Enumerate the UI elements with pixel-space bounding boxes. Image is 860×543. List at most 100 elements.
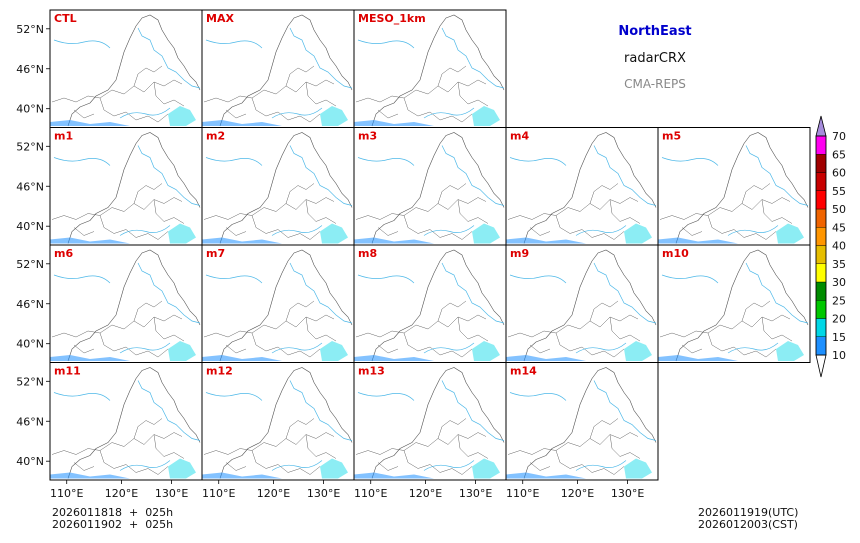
- valid-time-cst: 2026012003(CST): [698, 518, 798, 531]
- valid-time-utc: 2026011919(UTC): [698, 506, 799, 519]
- colorbar-level: 50: [832, 203, 846, 216]
- lat-tick-label: 40°N: [16, 103, 44, 116]
- lon-tick-label: 130°E: [611, 487, 644, 500]
- colorbar-level: 20: [832, 313, 846, 326]
- echo-area: [168, 106, 196, 126]
- colorbar-level: 55: [832, 185, 846, 198]
- province-border: [659, 183, 793, 240]
- map-panel-m7: m7: [201, 244, 355, 363]
- river-lines: [357, 262, 505, 354]
- echo-area: [168, 341, 196, 361]
- colorbar-level: 10: [832, 349, 846, 362]
- panel-label: m1: [54, 130, 73, 143]
- panel-label: CTL: [54, 12, 77, 25]
- panel-frame: [657, 244, 811, 363]
- panel-label: m13: [358, 365, 385, 378]
- river-lines: [205, 145, 353, 236]
- echo-area: [472, 341, 500, 361]
- province-border: [203, 65, 337, 123]
- panel-label: m9: [510, 247, 529, 260]
- lon-tick-label: 130°E: [307, 487, 340, 500]
- river-lines: [53, 145, 201, 236]
- colorbar-level: 70: [832, 130, 846, 143]
- echo-area: [354, 355, 434, 361]
- river-lines: [53, 262, 201, 354]
- lon-tick-label: 120°E: [561, 487, 594, 500]
- colorbar-swatch: [815, 300, 827, 319]
- echo-area: [624, 223, 652, 244]
- colorbar-level: 35: [832, 258, 846, 271]
- map-panel-m9: m9: [505, 244, 659, 363]
- country-border: [675, 132, 809, 244]
- map-panel-m1: m1: [49, 127, 203, 246]
- lat-tick-label: 52°N: [16, 258, 44, 271]
- province-border: [659, 300, 793, 358]
- init-time-cst: 2026011902 + 025h: [52, 518, 174, 531]
- province-border: [51, 418, 185, 475]
- panel-label: m11: [54, 365, 81, 378]
- panel-label: m12: [206, 365, 233, 378]
- echo-area: [50, 120, 130, 126]
- colorbar-level: 60: [832, 167, 846, 180]
- river-lines: [357, 27, 505, 119]
- echo-area: [472, 106, 500, 126]
- colorbar-swatch: [815, 190, 827, 210]
- lon-tick-label: 120°E: [409, 487, 442, 500]
- river-lines: [661, 262, 809, 354]
- map-panel-m10: m10: [657, 244, 811, 363]
- province-border: [355, 183, 489, 240]
- lon-tick-label: 120°E: [105, 487, 138, 500]
- colorbar-extend-max: [815, 115, 827, 137]
- panel-label: m7: [206, 247, 225, 260]
- lon-tick-label: 120°E: [257, 487, 290, 500]
- country-border: [219, 132, 353, 244]
- map-panel-MESO_1km: MESO_1km: [353, 9, 507, 128]
- river-lines: [509, 145, 657, 236]
- map-panel-m11: m11: [49, 362, 203, 481]
- map-panel-m6: m6: [49, 244, 203, 363]
- lat-tick-label: 52°N: [16, 23, 44, 36]
- river-lines: [53, 27, 201, 119]
- map-panel-m3: m3: [353, 127, 507, 246]
- country-border: [67, 249, 201, 362]
- echo-area: [624, 341, 652, 361]
- map-panel-m8: m8: [353, 244, 507, 363]
- river-lines: [357, 145, 505, 236]
- echo-area: [658, 237, 738, 244]
- country-border: [219, 14, 353, 127]
- lon-tick-label: 130°E: [459, 487, 492, 500]
- lat-tick-label: 40°N: [16, 455, 44, 468]
- country-border: [371, 14, 505, 127]
- lon-tick-label: 130°E: [155, 487, 188, 500]
- echo-area: [202, 355, 282, 361]
- colorbar-swatch: [815, 281, 827, 301]
- echo-area: [506, 472, 586, 479]
- panel-label: m5: [662, 130, 681, 143]
- lat-tick-label: 46°N: [16, 298, 44, 311]
- panel-label: m14: [510, 365, 537, 378]
- echo-area: [50, 472, 130, 479]
- country-border: [523, 367, 657, 479]
- lat-tick-label: 40°N: [16, 220, 44, 233]
- panel-label: m6: [54, 247, 73, 260]
- region-title: NorthEast: [618, 24, 692, 39]
- echo-area: [168, 458, 196, 479]
- echo-area: [354, 472, 434, 479]
- river-lines: [661, 145, 809, 236]
- panel-label: m4: [510, 130, 529, 143]
- lat-tick-label: 52°N: [16, 140, 44, 153]
- colorbar-frame: [815, 135, 827, 356]
- map-panel-m4: m4: [505, 127, 659, 246]
- country-border: [67, 14, 201, 127]
- lat-tick-label: 46°N: [16, 415, 44, 428]
- echo-area: [776, 223, 804, 244]
- echo-area: [472, 223, 500, 244]
- init-time-utc: 2026011818 + 025h: [52, 506, 174, 519]
- map-panel-m2: m2: [201, 127, 355, 246]
- colorbar-level: 65: [832, 148, 846, 161]
- panel-frame: [505, 362, 659, 481]
- country-border: [675, 249, 809, 362]
- province-border: [355, 65, 489, 123]
- country-border: [219, 367, 353, 479]
